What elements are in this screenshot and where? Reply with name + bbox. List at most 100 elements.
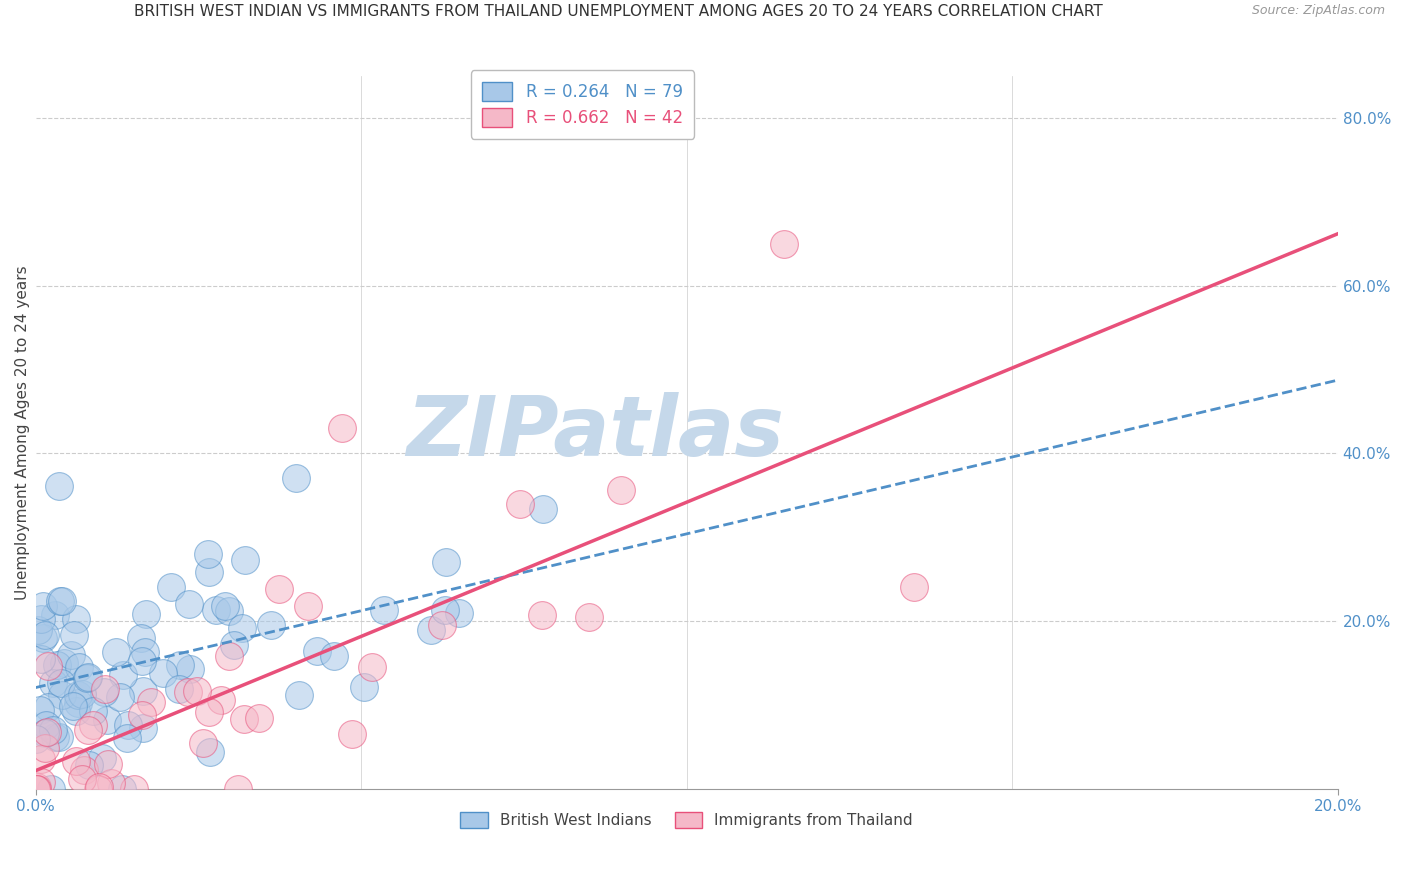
Point — [90, 751, 112, 765]
Point — [25, 732, 48, 747]
Point — [27, 624, 49, 638]
Point — [77, 723, 100, 737]
Point — [65, 705, 87, 719]
Point — [209, 693, 232, 707]
Point — [323, 648, 346, 663]
Point — [305, 643, 328, 657]
Point — [77, 758, 100, 772]
Point — [104, 645, 127, 659]
Point — [35, 717, 58, 731]
Point — [76, 670, 98, 684]
Point — [70, 687, 93, 701]
Point — [44, 730, 66, 744]
Point — [197, 548, 219, 562]
Point — [773, 236, 796, 251]
Point — [131, 708, 153, 723]
Point — [93, 685, 115, 699]
Point — [70, 772, 93, 787]
Point — [28, 703, 51, 717]
Point — [222, 638, 245, 652]
Point — [42, 723, 65, 737]
Point — [67, 696, 90, 710]
Point — [44, 607, 66, 622]
Point — [169, 682, 191, 697]
Point — [433, 603, 456, 617]
Point — [51, 594, 73, 608]
Point — [100, 776, 122, 790]
Point — [117, 731, 139, 745]
Point — [169, 657, 191, 672]
Point — [24, 781, 46, 796]
Point — [131, 654, 153, 668]
Point — [39, 781, 62, 796]
Point — [42, 676, 65, 690]
Point — [198, 565, 221, 579]
Point — [94, 682, 117, 697]
Point — [111, 667, 134, 681]
Point — [330, 421, 353, 435]
Point — [34, 726, 56, 740]
Text: BRITISH WEST INDIAN VS IMMIGRANTS FROM THAILAND UNEMPLOYMENT AMONG AGES 20 TO 24: BRITISH WEST INDIAN VS IMMIGRANTS FROM T… — [134, 4, 1104, 20]
Point — [87, 781, 110, 796]
Point — [51, 689, 73, 703]
Point — [30, 652, 52, 666]
Point — [65, 755, 87, 769]
Point — [288, 688, 311, 702]
Point — [30, 774, 52, 789]
Point — [191, 736, 214, 750]
Point — [48, 594, 70, 608]
Point — [361, 660, 384, 674]
Point — [30, 612, 52, 626]
Point — [31, 631, 53, 645]
Point — [25, 781, 48, 796]
Point — [82, 704, 104, 718]
Point — [48, 478, 70, 492]
Point — [152, 666, 174, 681]
Point — [30, 752, 52, 766]
Point — [198, 705, 221, 719]
Point — [159, 580, 181, 594]
Point — [533, 501, 555, 516]
Point — [233, 553, 256, 567]
Point — [52, 656, 75, 670]
Point — [34, 741, 56, 756]
Point — [177, 597, 200, 611]
Point — [96, 714, 118, 728]
Point — [46, 658, 69, 673]
Point — [63, 628, 86, 642]
Point — [25, 780, 48, 795]
Point — [231, 621, 253, 635]
Point — [65, 612, 87, 626]
Point — [122, 781, 145, 796]
Point — [214, 599, 236, 613]
Point — [419, 623, 441, 637]
Point — [218, 648, 240, 663]
Point — [108, 690, 131, 704]
Point — [373, 603, 395, 617]
Point — [177, 685, 200, 699]
Point — [434, 555, 457, 569]
Point — [430, 618, 453, 632]
Point — [141, 695, 163, 709]
Y-axis label: Unemployment Among Ages 20 to 24 years: Unemployment Among Ages 20 to 24 years — [15, 265, 30, 599]
Point — [247, 711, 270, 725]
Point — [67, 660, 90, 674]
Legend: British West Indians, Immigrants from Thailand: British West Indians, Immigrants from Th… — [454, 806, 920, 834]
Point — [132, 721, 155, 735]
Point — [35, 725, 58, 739]
Point — [297, 599, 319, 613]
Point — [447, 606, 470, 620]
Point — [82, 718, 104, 732]
Point — [59, 648, 82, 662]
Point — [186, 683, 208, 698]
Point — [110, 781, 132, 796]
Point — [131, 684, 153, 698]
Point — [204, 602, 226, 616]
Point — [260, 618, 283, 632]
Point — [62, 698, 84, 713]
Point — [32, 599, 55, 613]
Point — [48, 731, 70, 745]
Point — [218, 604, 240, 618]
Point — [232, 713, 254, 727]
Point — [179, 662, 201, 676]
